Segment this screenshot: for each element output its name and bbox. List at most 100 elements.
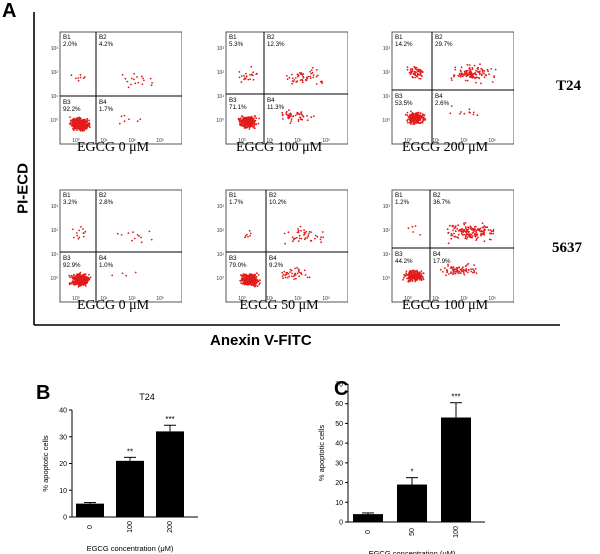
early-apoptotic-dot	[118, 122, 121, 125]
early-apoptotic-dot	[289, 268, 292, 271]
live-cell-dot	[240, 122, 243, 125]
early-apoptotic-dot	[475, 272, 478, 274]
late-apoptotic-dot	[471, 235, 474, 237]
late-apoptotic-dot	[463, 233, 465, 236]
early-apoptotic-dot	[447, 263, 449, 266]
necrotic-dot	[415, 66, 418, 69]
x-tick-label: 10¹	[266, 296, 274, 302]
live-cell-dot	[255, 281, 258, 284]
late-apoptotic-dot	[482, 230, 484, 233]
live-cell-dot	[77, 126, 80, 129]
live-cell-dot	[85, 279, 88, 281]
live-cell-dot	[413, 271, 416, 273]
early-apoptotic-dot	[294, 114, 297, 117]
live-cell-dot	[253, 127, 256, 130]
early-apoptotic-dot	[472, 111, 475, 114]
late-apoptotic-dot	[477, 236, 479, 239]
x-tick-label: 10¹	[100, 296, 108, 302]
necrotic-dot	[80, 226, 82, 228]
late-apoptotic-dot	[475, 233, 477, 235]
late-apoptotic-dot	[136, 234, 139, 236]
live-cell-dot	[404, 113, 407, 116]
late-apoptotic-dot	[450, 77, 453, 80]
early-apoptotic-dot	[468, 269, 470, 271]
y-tick-label: 10²	[51, 228, 59, 234]
necrotic-dot	[408, 71, 411, 74]
early-apoptotic-dot	[291, 275, 293, 278]
late-apoptotic-dot	[293, 79, 296, 81]
x-tick-label: 10⁰	[72, 138, 80, 144]
quadrant-b4-label: B4	[433, 251, 441, 258]
late-apoptotic-dot	[463, 70, 466, 73]
late-apoptotic-dot	[493, 75, 496, 77]
necrotic-dot	[247, 235, 249, 238]
early-apoptotic-dot	[300, 111, 303, 113]
live-cell-dot	[252, 126, 255, 129]
early-apoptotic-dot	[121, 272, 124, 275]
x-axis-label: EGCG concentration (μM)	[369, 549, 456, 554]
live-cell-dot	[259, 282, 261, 284]
live-cell-dot	[89, 126, 91, 129]
late-apoptotic-dot	[464, 226, 467, 228]
x-tick-label: 0	[365, 530, 372, 534]
early-apoptotic-dot	[453, 272, 456, 275]
live-cell-dot	[244, 117, 247, 120]
live-cell-dot	[409, 275, 412, 278]
late-apoptotic-dot	[291, 73, 293, 76]
late-apoptotic-dot	[316, 74, 319, 77]
early-apoptotic-dot	[281, 113, 284, 116]
late-apoptotic-dot	[312, 74, 315, 76]
early-apoptotic-dot	[300, 273, 303, 276]
late-apoptotic-dot	[487, 70, 489, 73]
early-apoptotic-dot	[461, 268, 463, 270]
early-apoptotic-dot	[452, 273, 454, 276]
live-cell-dot	[77, 123, 80, 125]
late-apoptotic-dot	[465, 71, 468, 74]
live-cell-dot	[82, 281, 85, 284]
late-apoptotic-dot	[457, 74, 460, 77]
live-cell-dot	[422, 117, 425, 119]
necrotic-dot	[414, 225, 417, 227]
live-cell-dot	[405, 270, 408, 273]
late-apoptotic-dot	[492, 228, 495, 231]
y-tick-label: 10³	[383, 46, 391, 52]
y-tick-label: 40	[59, 408, 67, 415]
late-apoptotic-dot	[131, 239, 133, 242]
late-apoptotic-dot	[308, 231, 311, 233]
live-cell-dot	[412, 275, 414, 278]
live-cell-dot	[402, 276, 405, 279]
late-apoptotic-dot	[150, 84, 153, 87]
late-apoptotic-dot	[142, 77, 144, 80]
live-cell-dot	[241, 121, 243, 123]
y-tick-label: 10³	[51, 46, 59, 52]
necrotic-dot	[419, 234, 422, 236]
live-cell-dot	[255, 117, 258, 120]
live-cell-dot	[417, 120, 420, 122]
necrotic-dot	[252, 71, 255, 74]
x-tick-label: 10²	[128, 296, 136, 302]
early-apoptotic-dot	[465, 268, 468, 270]
late-apoptotic-dot	[133, 72, 135, 75]
early-apoptotic-dot	[283, 270, 286, 273]
live-cell-dot	[74, 127, 77, 130]
live-cell-dot	[71, 121, 74, 123]
live-cell-dot	[407, 280, 409, 283]
early-apoptotic-dot	[450, 271, 452, 274]
necrotic-dot	[74, 77, 77, 80]
late-apoptotic-dot	[478, 77, 481, 80]
necrotic-dot	[411, 75, 414, 78]
early-apoptotic-dot	[472, 271, 474, 274]
y-tick-label: 10	[59, 488, 67, 495]
live-cell-dot	[416, 279, 419, 281]
late-apoptotic-dot	[300, 237, 303, 240]
late-apoptotic-dot	[464, 79, 467, 82]
late-apoptotic-dot	[294, 77, 297, 79]
live-cell-dot	[245, 122, 248, 125]
necrotic-dot	[413, 66, 416, 68]
y-tick-label: 20	[335, 480, 343, 487]
necrotic-dot	[412, 72, 415, 75]
necrotic-dot	[419, 77, 422, 80]
live-cell-dot	[88, 273, 90, 276]
late-apoptotic-dot	[470, 75, 473, 77]
live-cell-dot	[80, 128, 83, 131]
